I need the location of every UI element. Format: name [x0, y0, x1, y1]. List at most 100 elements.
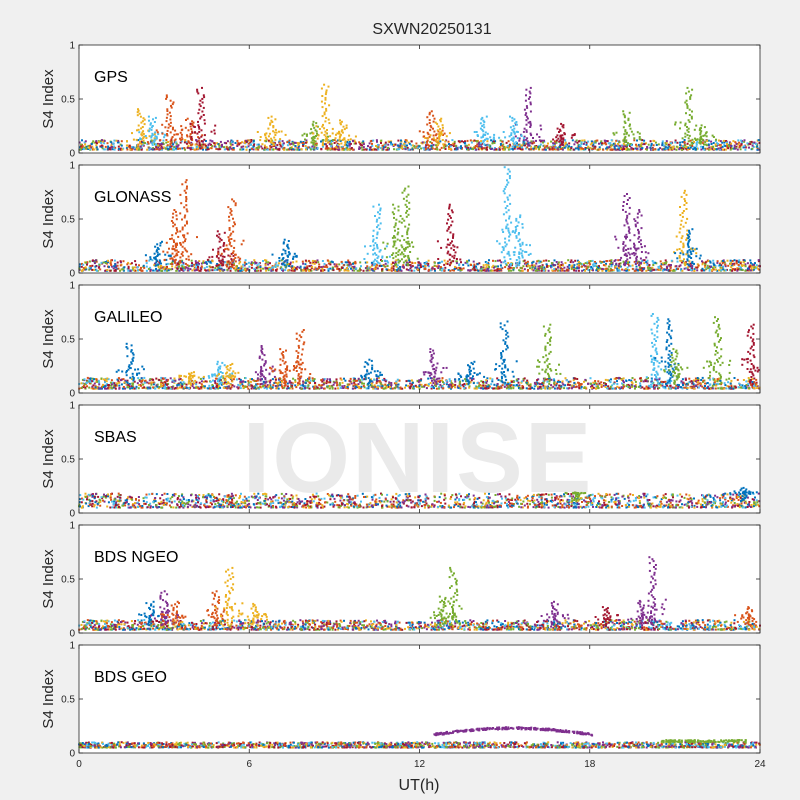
- data-point: [684, 135, 687, 138]
- data-point: [354, 260, 357, 263]
- data-point: [268, 387, 271, 390]
- data-point: [290, 142, 293, 145]
- data-point: [436, 137, 439, 140]
- data-point: [205, 145, 207, 148]
- data-point: [723, 139, 726, 142]
- data-point: [245, 146, 248, 149]
- data-point: [171, 216, 174, 219]
- data-point: [232, 254, 235, 257]
- data-point: [256, 269, 258, 272]
- data-point: [399, 215, 402, 217]
- data-point: [589, 260, 592, 263]
- data-point: [413, 145, 416, 148]
- data-point: [296, 148, 299, 151]
- data-point: [366, 261, 369, 264]
- data-point: [218, 148, 221, 151]
- data-point: [252, 140, 255, 142]
- data-point: [514, 231, 516, 234]
- data-point: [635, 258, 638, 261]
- data-point: [607, 265, 610, 268]
- data-point: [374, 242, 377, 245]
- data-point: [187, 255, 190, 258]
- data-point: [165, 97, 168, 100]
- data-point: [562, 126, 565, 129]
- data-point: [713, 265, 716, 268]
- data-point: [113, 265, 116, 268]
- data-point: [191, 147, 194, 150]
- data-point: [113, 259, 116, 262]
- data-point: [561, 125, 564, 128]
- data-point: [530, 140, 533, 143]
- data-point: [634, 247, 637, 250]
- data-point: [447, 218, 450, 221]
- data-point: [388, 255, 391, 258]
- data-point: [150, 126, 153, 129]
- data-point: [394, 260, 397, 263]
- data-point: [622, 113, 625, 116]
- data-point: [324, 102, 326, 105]
- data-point: [396, 148, 399, 151]
- data-point: [312, 124, 315, 127]
- data-point: [540, 128, 543, 131]
- data-point: [283, 262, 286, 265]
- data-point: [276, 268, 279, 271]
- data-point: [340, 120, 343, 123]
- data-point: [231, 264, 234, 267]
- data-point: [717, 264, 720, 267]
- data-point: [104, 262, 107, 265]
- data-point: [304, 267, 307, 270]
- data-point: [507, 262, 510, 264]
- data-point: [628, 212, 631, 215]
- data-point: [598, 142, 600, 145]
- data-point: [591, 144, 594, 147]
- data-point: [565, 144, 568, 147]
- data-point: [714, 143, 717, 146]
- data-point: [181, 267, 184, 270]
- data-point: [173, 133, 176, 136]
- data-point: [585, 267, 588, 270]
- data-point: [574, 140, 577, 143]
- data-point: [296, 142, 299, 144]
- data-point: [217, 266, 220, 269]
- data-point: [312, 142, 315, 145]
- data-point: [302, 144, 305, 147]
- data-point: [261, 143, 264, 146]
- data-point: [168, 247, 170, 250]
- data-point: [366, 265, 369, 268]
- data-point: [757, 259, 760, 262]
- data-point: [237, 256, 240, 259]
- data-point: [731, 263, 734, 265]
- data-point: [674, 123, 677, 126]
- data-point: [627, 251, 630, 254]
- data-point: [660, 263, 663, 266]
- data-point: [398, 148, 401, 151]
- data-point: [184, 249, 187, 252]
- data-point: [331, 127, 334, 130]
- data-point: [269, 141, 272, 144]
- data-point: [272, 148, 275, 151]
- data-point: [447, 213, 450, 216]
- y-axis-label: S4 Index: [40, 189, 57, 249]
- data-point: [175, 142, 178, 145]
- data-point: [220, 259, 223, 262]
- data-point: [629, 256, 632, 259]
- data-point: [740, 139, 743, 142]
- data-point: [194, 266, 197, 269]
- data-point: [159, 139, 162, 142]
- data-point: [437, 130, 440, 133]
- data-point: [432, 134, 435, 137]
- data-point: [531, 265, 534, 268]
- data-point: [217, 236, 220, 239]
- data-point: [208, 142, 211, 145]
- data-point: [470, 141, 473, 144]
- data-point: [343, 269, 346, 272]
- data-point: [451, 139, 454, 142]
- data-point: [560, 137, 563, 140]
- data-point: [452, 145, 455, 148]
- data-point: [91, 141, 94, 144]
- data-point: [707, 143, 710, 146]
- data-point: [475, 267, 478, 270]
- data-point: [392, 240, 395, 243]
- data-point: [634, 225, 637, 228]
- data-point: [219, 140, 222, 143]
